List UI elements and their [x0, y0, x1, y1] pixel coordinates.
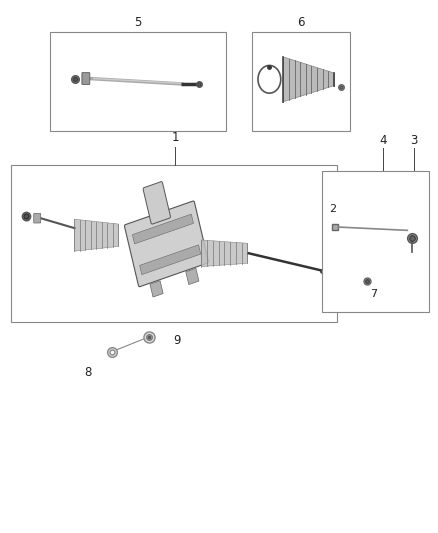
Bar [11, 165, 337, 322]
Text: 1: 1 [171, 131, 179, 144]
FancyBboxPatch shape [124, 201, 208, 287]
Text: 8: 8 [84, 366, 91, 379]
Bar [140, 245, 201, 274]
Bar [322, 171, 429, 312]
Polygon shape [283, 57, 334, 102]
Text: 2: 2 [329, 204, 336, 214]
FancyBboxPatch shape [34, 213, 41, 223]
Bar [322, 171, 429, 312]
Polygon shape [201, 240, 247, 266]
Polygon shape [74, 219, 118, 251]
Text: 7: 7 [370, 289, 377, 298]
Bar [252, 32, 350, 131]
FancyBboxPatch shape [82, 72, 90, 84]
Text: 4: 4 [379, 134, 387, 147]
Text: 3: 3 [410, 134, 417, 147]
Bar [150, 281, 163, 297]
Bar [186, 268, 199, 285]
Bar [50, 32, 226, 131]
Bar [132, 214, 194, 244]
Text: 9: 9 [173, 334, 180, 347]
Text: 5: 5 [134, 17, 141, 29]
FancyBboxPatch shape [143, 182, 170, 224]
Text: 6: 6 [297, 17, 305, 29]
